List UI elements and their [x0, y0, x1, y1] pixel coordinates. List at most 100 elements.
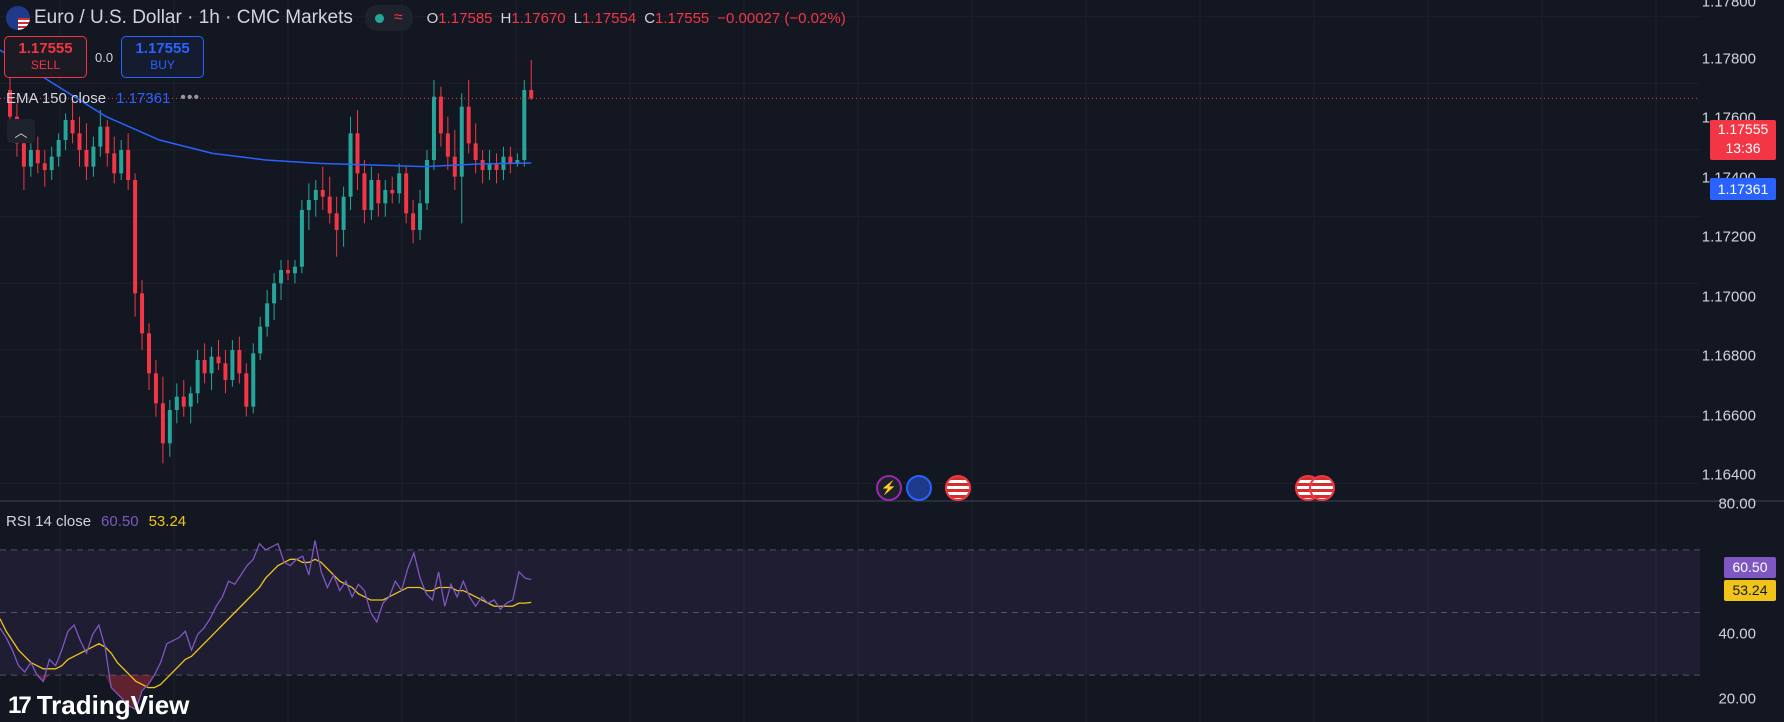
candle-body — [397, 173, 402, 194]
sell-button[interactable]: 1.17555 SELL — [4, 36, 87, 78]
candle-body — [8, 90, 12, 117]
candle-body — [411, 213, 416, 230]
candle-body — [84, 150, 89, 167]
candle-body — [195, 360, 200, 394]
candle-body — [404, 173, 409, 214]
wave-icon: ≈ — [393, 9, 403, 26]
countdown: 13:36 — [1725, 140, 1761, 156]
market-open-dot-icon — [374, 13, 384, 23]
candle-body — [112, 153, 117, 174]
close-value: 1.17555 — [655, 9, 710, 27]
rsi-ma-tag: 53.24 — [1724, 580, 1776, 601]
symbol-header: Euro / U.S. Dollar · 1h · CMC Markets ≈ … — [0, 0, 846, 36]
candle-body — [306, 200, 311, 210]
candle-body — [529, 90, 534, 99]
buy-button[interactable]: 1.17555 BUY — [121, 36, 205, 78]
candle-body — [473, 143, 478, 160]
candle-body — [49, 156, 54, 170]
rsi-tick: 40.00 — [1718, 625, 1756, 643]
candle-body — [265, 303, 270, 327]
candle-body — [320, 190, 325, 197]
symbol-title[interactable]: Euro / U.S. Dollar · 1h · CMC Markets — [34, 7, 353, 28]
market-status-pill[interactable]: ≈ — [364, 5, 413, 31]
candle-body — [98, 126, 103, 147]
rsi-value: 60.50 — [101, 513, 139, 530]
candle-body — [28, 150, 33, 167]
candle-body — [383, 190, 388, 204]
price-tick: 1.16400 — [1701, 466, 1756, 484]
candle-body — [147, 333, 151, 374]
spread-value: 0.0 — [95, 49, 114, 65]
candle-body — [77, 133, 82, 150]
last-price-tag: 1.17555 13:36 — [1710, 120, 1776, 160]
ema-value: 1.17361 — [116, 89, 171, 107]
candle-body — [369, 180, 374, 210]
rsi-tick: 80.00 — [1718, 495, 1756, 513]
rsi-legend[interactable]: RSI 14 close 60.50 53.24 — [6, 513, 187, 530]
rsi-tick: 20.00 — [1718, 690, 1756, 708]
candle-body — [237, 350, 242, 374]
candle-body — [286, 270, 290, 274]
high-value: 1.17670 — [511, 9, 566, 27]
candle-body — [174, 396, 179, 410]
rsi-oversold-fill — [0, 675, 532, 710]
rsi-line — [0, 540, 532, 711]
collapse-legend-chevron-icon[interactable]: ︿ — [7, 119, 35, 143]
candle-body — [91, 146, 96, 167]
candle-body — [160, 403, 165, 444]
lightning-event-icon[interactable]: ⚡ — [876, 475, 902, 501]
candle-body — [133, 180, 138, 294]
rsi-ma-line — [0, 558, 532, 689]
candle-body — [279, 270, 284, 284]
candle-body — [431, 96, 436, 160]
candle-body — [209, 356, 214, 374]
tradingview-logo[interactable]: 17 TradingView — [8, 690, 190, 720]
candle-body — [63, 120, 68, 140]
candle-body — [390, 190, 395, 194]
candle-body — [376, 180, 381, 204]
low-value: 1.17554 — [581, 9, 637, 27]
candle-body — [445, 133, 450, 157]
eu-event-flag-icon[interactable] — [906, 475, 932, 501]
candle-body — [56, 140, 61, 157]
candle-body — [105, 126, 110, 154]
rsi-ma-value: 53.24 — [148, 513, 187, 530]
us-event-flag-icon[interactable] — [945, 475, 971, 501]
candle-body — [334, 213, 339, 230]
price-tick: 1.17800 — [1701, 0, 1756, 11]
candle-body — [327, 196, 332, 214]
candle-body — [299, 210, 304, 267]
candle-body — [188, 393, 193, 407]
candle-body — [418, 203, 423, 230]
rsi-tag: 60.50 — [1724, 557, 1776, 578]
candle-body — [140, 293, 145, 334]
candle-body — [438, 96, 443, 134]
trade-panel: 1.17555 SELL 0.0 1.17555 BUY — [4, 36, 205, 78]
candle-body — [508, 156, 513, 164]
ema-price-tag: 1.17361 — [1710, 178, 1776, 200]
us-event-flag-icon[interactable] — [1309, 475, 1335, 501]
candle-body — [181, 396, 186, 407]
more-options-icon[interactable]: ••• — [180, 89, 201, 106]
candle-body — [515, 160, 520, 164]
ema-150-line — [0, 49, 532, 168]
candle-body — [487, 163, 492, 170]
candle-body — [119, 150, 124, 174]
candle-body — [70, 120, 75, 134]
candle-body — [522, 90, 527, 160]
price-tick: 1.17200 — [1701, 228, 1756, 246]
eurusd-flag-icon — [6, 6, 30, 30]
candle-body — [425, 160, 429, 204]
candle-body — [362, 173, 367, 210]
candle-body — [251, 353, 256, 407]
candle-body — [167, 410, 172, 444]
candle-body — [494, 163, 499, 170]
ema-legend[interactable]: EMA 150 close 1.17361 ••• — [6, 89, 201, 107]
price-tick: 1.16600 — [1701, 407, 1756, 425]
candle-body — [313, 190, 318, 200]
candle-body — [272, 283, 277, 304]
candle-body — [292, 266, 297, 274]
candle-body — [480, 160, 485, 170]
ohlc-values: O1.17585 H1.17670 L1.17554 C1.17555 −0.0… — [426, 9, 846, 27]
